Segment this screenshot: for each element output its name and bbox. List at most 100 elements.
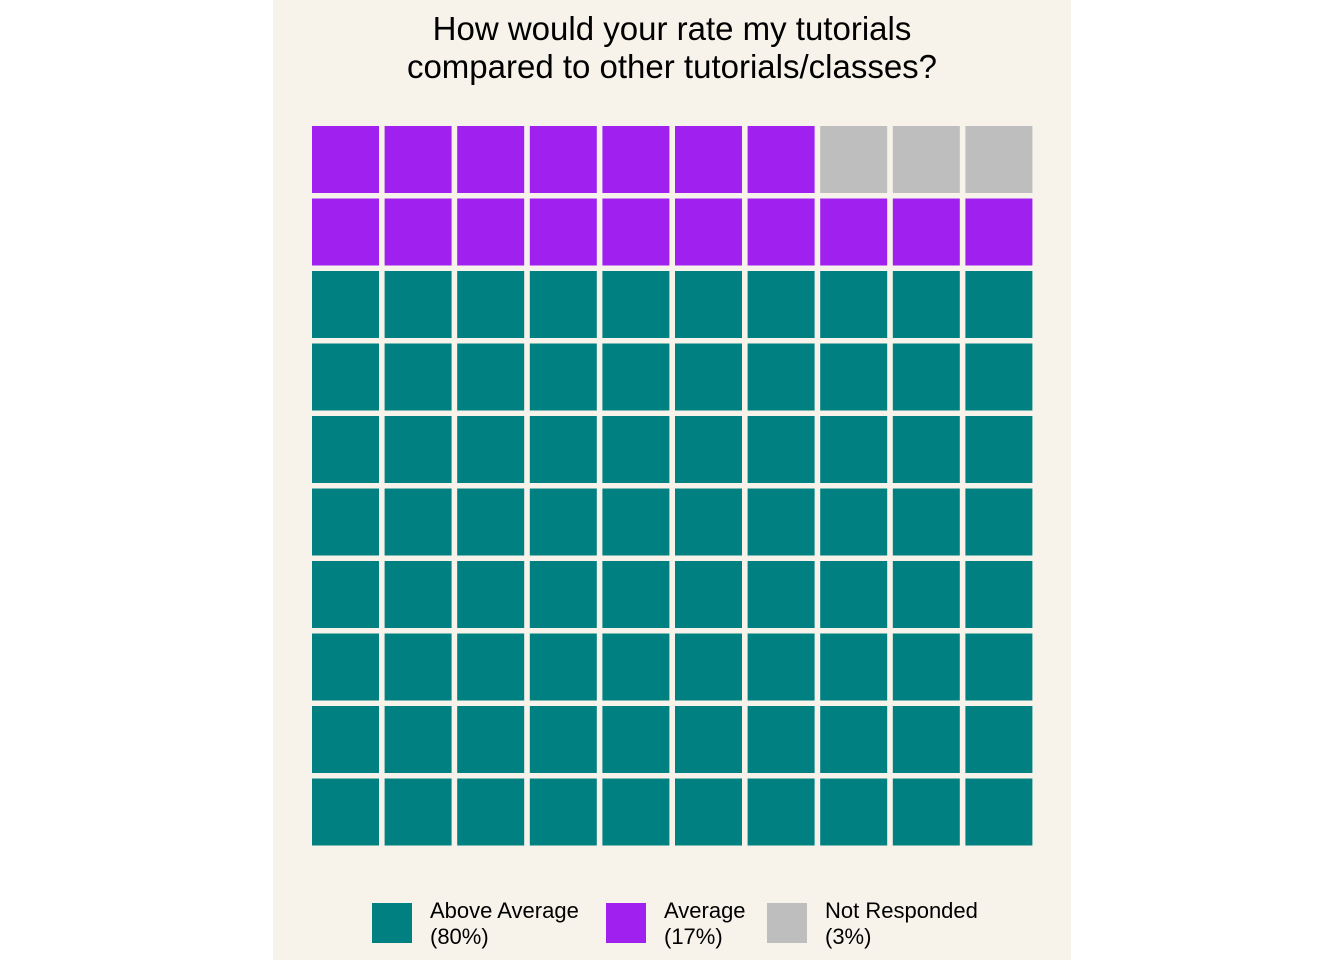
waffle-cell-above-average: [892, 633, 960, 701]
waffle-cell-average: [747, 198, 815, 266]
waffle-cell-above-average: [529, 561, 597, 628]
waffle-cell-above-average: [892, 561, 960, 628]
waffle-cell-average: [384, 198, 452, 266]
waffle-cell-above-average: [602, 488, 670, 556]
waffle-cell-above-average: [384, 778, 452, 846]
waffle-cell-above-average: [675, 706, 742, 773]
waffle-cell-above-average: [602, 706, 670, 773]
waffle-cell-average: [675, 198, 742, 266]
waffle-cell-above-average: [602, 561, 670, 628]
waffle-cell-average: [529, 126, 597, 193]
waffle-cell-above-average: [457, 706, 525, 773]
waffle-cell-above-average: [312, 633, 379, 701]
waffle-cell-above-average: [892, 416, 960, 483]
waffle-cell-above-average: [529, 343, 597, 411]
waffle-cell-above-average: [457, 778, 525, 846]
waffle-cell-average: [820, 198, 888, 266]
waffle-cell-above-average: [602, 416, 670, 483]
waffle-cell-above-average: [747, 561, 815, 628]
legend-percent: (17%): [664, 924, 723, 949]
legend-label-above-average: Above Average (80%): [430, 898, 579, 950]
waffle-cell-above-average: [675, 343, 742, 411]
legend-swatch-above-average: [372, 903, 412, 943]
waffle-cell-above-average: [675, 633, 742, 701]
waffle-cell-not-responded: [965, 126, 1033, 193]
legend-percent: (80%): [430, 924, 489, 949]
waffle-cell-above-average: [675, 561, 742, 628]
waffle-cell-above-average: [820, 706, 888, 773]
waffle-cell-above-average: [820, 271, 888, 338]
waffle-cell-above-average: [457, 561, 525, 628]
legend-label-not-responded: Not Responded (3%): [825, 898, 978, 950]
waffle-cell-above-average: [675, 416, 742, 483]
waffle-cell-above-average: [602, 271, 670, 338]
waffle-cell-above-average: [602, 633, 670, 701]
legend-swatch-average: [606, 903, 646, 943]
waffle-cell-not-responded: [892, 126, 960, 193]
waffle-cell-above-average: [384, 633, 452, 701]
waffle-cell-above-average: [457, 271, 525, 338]
waffle-cell-above-average: [312, 416, 379, 483]
legend-name: Not Responded: [825, 898, 978, 923]
chart-title: How would your rate my tutorials compare…: [406, 10, 938, 85]
waffle-cell-above-average: [384, 706, 452, 773]
waffle-cell-above-average: [312, 778, 379, 846]
waffle-cell-above-average: [529, 416, 597, 483]
waffle-cell-above-average: [602, 343, 670, 411]
waffle-cell-above-average: [602, 778, 670, 846]
waffle-cell-above-average: [457, 343, 525, 411]
waffle-cell-above-average: [965, 633, 1033, 701]
legend-swatch-not-responded: [767, 903, 807, 943]
waffle-cell-above-average: [312, 343, 379, 411]
waffle-cell-above-average: [457, 633, 525, 701]
waffle-cell-above-average: [384, 488, 452, 556]
waffle-cell-average: [602, 198, 670, 266]
waffle-cell-not-responded: [820, 126, 888, 193]
waffle-cell-average: [457, 126, 525, 193]
waffle-cell-above-average: [312, 271, 379, 338]
waffle-cell-average: [529, 198, 597, 266]
waffle-cell-above-average: [892, 778, 960, 846]
waffle-cell-above-average: [892, 488, 960, 556]
waffle-cell-above-average: [820, 633, 888, 701]
waffle-cell-average: [457, 198, 525, 266]
waffle-cell-average: [312, 126, 379, 193]
waffle-cell-above-average: [892, 343, 960, 411]
waffle-cell-average: [675, 126, 742, 193]
waffle-cell-above-average: [965, 343, 1033, 411]
waffle-cell-above-average: [747, 271, 815, 338]
waffle-cell-above-average: [747, 416, 815, 483]
waffle-cell-above-average: [747, 706, 815, 773]
waffle-cell-above-average: [384, 561, 452, 628]
waffle-cell-above-average: [747, 778, 815, 846]
waffle-cell-above-average: [820, 343, 888, 411]
waffle-cell-above-average: [529, 271, 597, 338]
waffle-cell-above-average: [675, 271, 742, 338]
waffle-cell-above-average: [312, 561, 379, 628]
waffle-cell-average: [602, 126, 670, 193]
waffle-cell-above-average: [820, 488, 888, 556]
waffle-cell-average: [965, 198, 1033, 266]
waffle-cell-above-average: [965, 488, 1033, 556]
waffle-cell-above-average: [965, 416, 1033, 483]
waffle-cell-above-average: [384, 343, 452, 411]
waffle-cell-above-average: [820, 778, 888, 846]
waffle-cell-above-average: [892, 271, 960, 338]
waffle-cell-above-average: [965, 778, 1033, 846]
waffle-cell-above-average: [747, 488, 815, 556]
waffle-cell-above-average: [892, 706, 960, 773]
waffle-cell-above-average: [965, 706, 1033, 773]
waffle-cell-above-average: [529, 706, 597, 773]
waffle-cell-above-average: [675, 778, 742, 846]
waffle-cell-above-average: [384, 271, 452, 338]
waffle-cell-above-average: [529, 488, 597, 556]
waffle-cell-above-average: [312, 706, 379, 773]
waffle-cell-average: [384, 126, 452, 193]
waffle-cell-above-average: [820, 416, 888, 483]
waffle-cell-average: [747, 126, 815, 193]
waffle-cell-above-average: [820, 561, 888, 628]
waffle-cell-average: [312, 198, 379, 266]
waffle-cell-above-average: [747, 343, 815, 411]
legend-percent: (3%): [825, 924, 872, 949]
